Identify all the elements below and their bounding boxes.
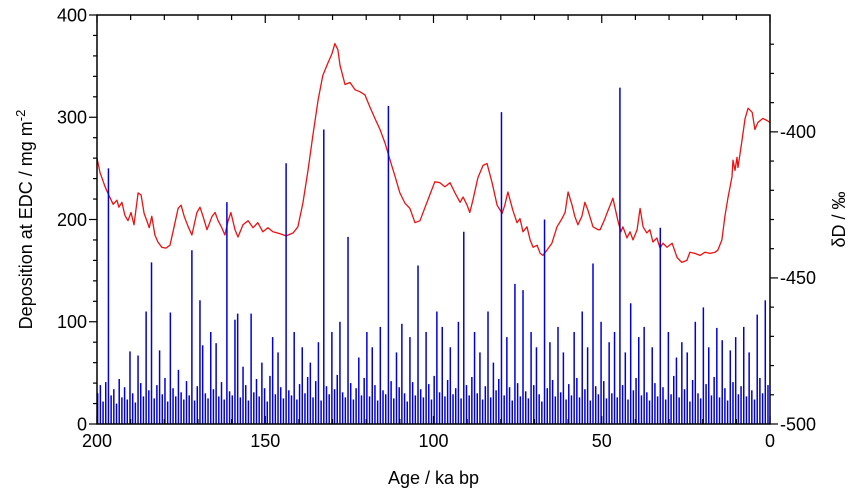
tick-labels: 0 100 200 300 400 -400 -450 -500 200 150 100 50 0: [57, 5, 816, 451]
left-tick-label: 100: [57, 312, 87, 332]
bottom-tick-label: 150: [250, 431, 280, 451]
bottom-tick-label: 200: [82, 431, 112, 451]
axis-ticks: [89, 14, 778, 425]
left-tick-label: 400: [57, 5, 87, 25]
left-tick-label: 300: [57, 108, 87, 128]
bottom-tick-label: 0: [765, 431, 775, 451]
right-tick-label: -450: [780, 268, 816, 288]
left-axis-title: Deposition at EDC / mg m-2: [13, 110, 36, 330]
right-tick-label: -500: [780, 414, 816, 434]
left-tick-label: 200: [57, 210, 87, 230]
bottom-tick-label: 50: [592, 431, 612, 451]
dd-line: [96, 42, 771, 264]
x-axis-title: Age / ka bp: [388, 468, 479, 488]
deposition-bars-series: [96, 87, 769, 424]
dd-line-series: [96, 42, 771, 264]
left-tick-label: 0: [77, 414, 87, 434]
right-axis-title: δD / ‰: [829, 191, 849, 247]
bottom-tick-label: 100: [418, 431, 448, 451]
right-tick-label: -400: [780, 122, 816, 142]
